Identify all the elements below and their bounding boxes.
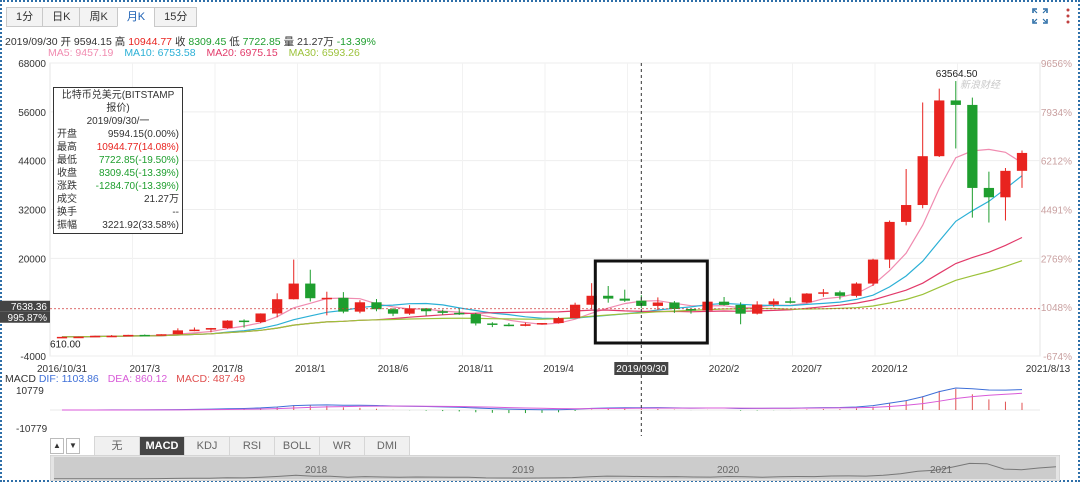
info-title: 比特币兑美元(BITSTAMP报价) [61,90,175,114]
high-value: 10944.77 [128,36,173,48]
close-value: 8309.45 [188,36,227,48]
indicator-tab-4[interactable]: BOLL [274,436,319,456]
indicator-tab-6[interactable]: DMI [364,436,410,456]
header-date: 2019/09/30 [5,36,58,48]
info-row-label: 开盘 [57,129,77,140]
info-row: 开盘 9594.15(0.00%) [57,128,179,141]
ma-legend: MA5: 9457.19 MA10: 6753.58 MA20: 6975.15… [48,47,368,59]
indicator-tab-1[interactable]: MACD [139,436,184,456]
low-value: 7722.85 [242,36,281,48]
tab-4[interactable]: 15分 [154,7,198,27]
info-row-value: 10944.77(14.08%) [96,142,179,153]
tab-3[interactable]: 月K [116,7,155,27]
macd-value-legend: MACD: 487.49 [176,373,246,385]
ma30-legend: MA30: 6593.26 [288,47,360,59]
indicator-tab-2[interactable]: KDJ [184,436,229,456]
info-row-value: 9594.15(0.00%) [107,129,179,140]
info-row-value: 3221.92(33.58%) [102,220,179,231]
high-label: 高 [114,36,126,48]
range-navigator[interactable]: 2018 2019 2020 2021 [50,455,1060,481]
info-row-value: -- [172,207,179,218]
info-row-label: 最高 [57,142,77,153]
navigator-year: 2020 [717,465,740,476]
scroll-down-button[interactable]: ▼ [66,438,80,454]
info-row-value: 8309.45(-13.39%) [98,168,179,179]
info-row: 成交 21.27万 [57,193,179,206]
ohlc-readout: 2019/09/30 开 9594.15 高 10944.77 收 8309.4… [5,34,376,49]
info-row: 最高 10944.77(14.08%) [57,141,179,154]
tab-1[interactable]: 日K [42,7,80,27]
ma20-legend: MA20: 6975.15 [206,47,278,59]
more-menu-icon[interactable] [1066,8,1070,24]
close-label: 收 [174,36,186,48]
indicator-tab-5[interactable]: WR [319,436,364,456]
period-tabs: 1分 日K 周K 月K 15分 [6,7,198,27]
info-row-label: 收盘 [57,168,77,179]
tab-0[interactable]: 1分 [6,7,43,27]
macd-name: MACD [5,373,36,385]
macd-axis-top: 10779 [16,386,44,397]
navigator-year: 2019 [512,465,535,476]
ma5-legend: MA5: 9457.19 [48,47,114,59]
info-row-value: -1284.70(-13.39%) [95,181,179,192]
info-row-label: 成交 [57,194,77,205]
info-row: 换手 -- [57,206,179,219]
volume-label: 量 [283,36,295,48]
info-row-label: 振幅 [57,220,77,231]
info-row-label: 最低 [57,155,77,166]
navigator-window[interactable] [54,457,1056,479]
indicator-tabs: 无 MACD KDJ RSI BOLL WR DMI [94,436,410,456]
navigator-year: 2018 [305,465,328,476]
info-tooltip: 比特币兑美元(BITSTAMP报价) 2019/09/30/一 开盘 9594.1… [53,87,183,234]
info-row-label: 换手 [57,207,77,218]
tab-2[interactable]: 周K [79,7,117,27]
info-date: 2019/09/30/一 [86,116,150,127]
scroll-up-button[interactable]: ▲ [50,438,64,454]
indicator-tab-3[interactable]: RSI [229,436,274,456]
info-row-value: 21.27万 [143,194,179,205]
volume-value: 21.27万 [296,36,334,48]
info-row-label: 涨跌 [57,181,77,192]
info-row: 收盘 8309.45(-13.39%) [57,167,179,180]
macd-axis-bottom: -10779 [16,424,48,435]
open-value: 9594.15 [73,36,112,48]
fullscreen-icon[interactable] [1032,8,1048,24]
info-row-value: 7722.85(-19.50%) [98,155,179,166]
open-label: 开 [60,36,71,48]
info-row: 最低 7722.85(-19.50%) [57,154,179,167]
navigator-year: 2021 [930,465,953,476]
dea-legend: DEA: 860.12 [107,373,168,385]
low-label: 低 [229,36,240,48]
ma10-legend: MA10: 6753.58 [124,47,196,59]
change-value: -13.39% [336,36,376,48]
indicator-tab-0[interactable]: 无 [94,436,139,456]
macd-legend: MACD DIF: 1103.86 DEA: 860.12 MACD: 487.… [5,373,245,385]
info-row: 振幅 3221.92(33.58%) [57,219,179,232]
info-row: 涨跌 -1284.70(-13.39%) [57,180,179,193]
dif-legend: DIF: 1103.86 [38,373,99,385]
